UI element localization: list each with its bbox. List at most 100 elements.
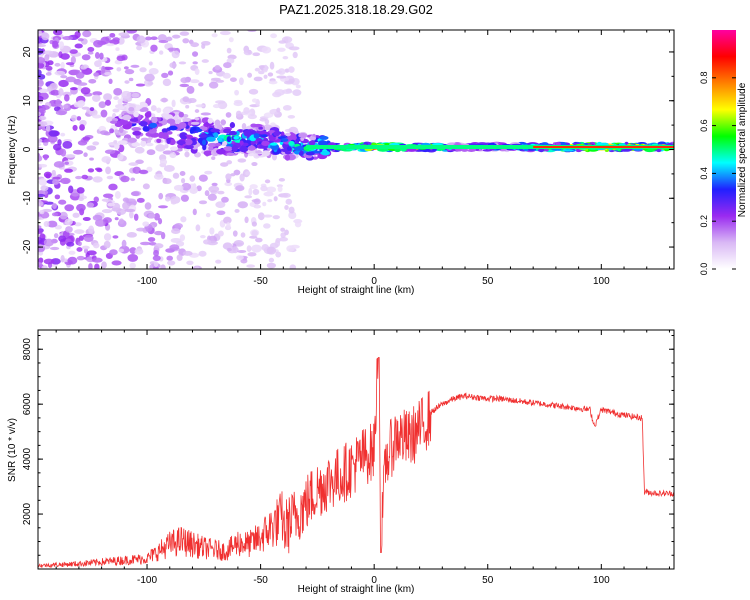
spectrogram-blob: [127, 253, 139, 262]
spectrogram-blob: [82, 30, 92, 38]
spectrogram-blob: [81, 106, 90, 110]
spectrogram-blob: [233, 169, 241, 176]
spectrogram-blob: [52, 179, 60, 185]
spectrogram-blob: [146, 149, 156, 156]
spectrogram-blob: [50, 89, 60, 96]
spectrogram-blob: [103, 233, 112, 241]
spectrogram-blob: [133, 213, 139, 221]
spectrogram-blob: [92, 141, 100, 146]
spectrogram-ridge-blob: [288, 140, 295, 146]
spectrogram-blob: [172, 172, 180, 179]
spectrogram-ridge-blob: [308, 140, 316, 146]
spectrogram-blob: [215, 259, 222, 264]
spectrogram-blob: [129, 262, 136, 269]
spectrogram-blob: [38, 257, 44, 264]
spectrogram-blob: [232, 246, 239, 254]
spectrogram-blob: [92, 94, 101, 102]
spectrogram-blob: [214, 64, 221, 71]
spectrogram-blob: [130, 177, 136, 182]
spectrogram-blob: [60, 53, 70, 60]
spectrogram-blob: [131, 92, 140, 98]
spectrogram-blob: [181, 177, 186, 184]
spectrogram-blob: [158, 192, 164, 200]
spectrogram-ridge-blob: [178, 121, 187, 129]
spectrogram-blob: [52, 143, 62, 151]
spectrogram-blob: [93, 196, 99, 203]
spectrogram-blob: [216, 210, 226, 216]
spectrogram-blob: [253, 204, 262, 209]
x-tick-label: 0: [371, 276, 377, 287]
spectrogram-ridge-blob: [214, 119, 221, 127]
spectrogram-blob: [204, 170, 213, 175]
spectrogram-blob: [251, 162, 258, 167]
spectrogram-blob: [38, 30, 42, 37]
spectrogram-blob: [104, 72, 112, 76]
spectrogram-blob: [47, 85, 53, 93]
spectrogram-blob: [60, 148, 67, 157]
spectrogram-blob: [42, 208, 53, 213]
spectrogram-blob: [68, 250, 76, 255]
spectrogram-blob: [286, 245, 295, 252]
spectrogram-blob: [251, 98, 258, 103]
spectrogram-blob: [142, 221, 150, 227]
spectrogram-blob: [278, 177, 286, 182]
spectrogram-blob: [64, 218, 73, 226]
spectrogram-blob: [243, 107, 250, 114]
spectrogram-ridge-blob: [202, 143, 207, 151]
spectrogram-ridge-blob: [178, 111, 185, 118]
spectrogram-blob: [161, 72, 169, 79]
spectrogram-blob: [101, 198, 112, 202]
spectrogram-blob: [176, 254, 183, 262]
spectrogram-blob: [67, 256, 78, 265]
spectrogram-blob: [200, 112, 211, 116]
spectrogram-blob: [284, 229, 289, 236]
spectrogram-blob: [51, 212, 59, 217]
spectrogram-blob: [271, 153, 277, 161]
spectrogram-blob: [60, 132, 66, 137]
spectrogram-blob: [167, 47, 178, 51]
spectrogram-ridge-blob: [226, 152, 236, 156]
spectrogram-blob: [51, 169, 56, 176]
spectrogram-y-axis-label: Frequency (Hz): [7, 116, 18, 185]
spectrogram-ridge-blob: [223, 128, 232, 134]
spectrogram-blob: [53, 233, 59, 239]
spectrogram-ridge-blob: [431, 142, 444, 146]
spectrogram-blob: [226, 47, 232, 54]
spectrogram-blob: [189, 175, 196, 182]
spectrogram-blob: [164, 196, 171, 202]
spectrogram-blob: [76, 203, 86, 212]
spectrogram-ridge-blob: [319, 135, 329, 140]
spectrogram-ridge-blob: [247, 145, 256, 151]
spectrogram-blob: [53, 30, 63, 36]
spectrogram-ridge-blob: [125, 104, 130, 109]
spectrogram-blob: [75, 71, 85, 79]
spectrogram-blob: [105, 166, 111, 175]
spectrogram-blob: [220, 162, 229, 167]
spectrogram-blob: [38, 44, 47, 48]
spectrogram-blob: [159, 50, 164, 55]
spectrogram-blob: [277, 185, 283, 192]
spectrogram-blob: [263, 223, 271, 229]
spectrogram-blob: [51, 202, 57, 210]
spectrogram-blob: [98, 125, 107, 132]
spectrogram-blob: [78, 235, 85, 241]
spectrogram-blob: [100, 109, 108, 118]
spectrogram-blob: [116, 55, 126, 62]
spectrogram-blob: [274, 240, 281, 248]
spectrogram-ridge-blob: [194, 117, 200, 121]
spectrogram-blob: [38, 163, 48, 168]
spectrogram-blob: [68, 185, 74, 194]
spectrogram-blob: [215, 201, 226, 209]
spectrogram-blob: [132, 166, 141, 174]
spectrogram-blob: [38, 225, 42, 229]
spectrogram-blob: [219, 30, 231, 36]
spectrogram-blob: [124, 208, 136, 213]
spectrogram-ridge-blob: [220, 119, 227, 126]
spectrogram-blob: [38, 230, 43, 235]
spectrogram-blob: [211, 33, 218, 38]
spectrogram-ridge-blob: [406, 148, 418, 152]
snr-panel: -100 -50 0 50 100 2000 4000 6000 8000 Height of…: [7, 329, 675, 595]
spectrogram-ridge-blob: [294, 146, 303, 151]
spectrogram-blob: [235, 110, 242, 118]
